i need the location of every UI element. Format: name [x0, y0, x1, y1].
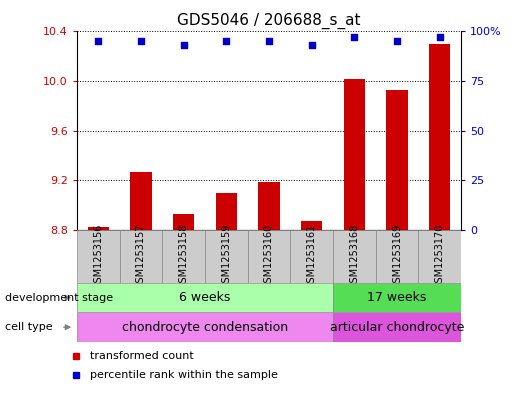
FancyBboxPatch shape — [418, 230, 461, 283]
Bar — [301, 221, 322, 230]
Text: GSM1253156: GSM1253156 — [93, 224, 103, 289]
Text: GSM1253158: GSM1253158 — [179, 224, 189, 289]
Text: chondrocyte condensation: chondrocyte condensation — [122, 321, 288, 334]
Point — [393, 38, 401, 44]
Text: GSM1253157: GSM1253157 — [136, 224, 146, 289]
FancyBboxPatch shape — [77, 230, 120, 283]
Point — [350, 34, 359, 40]
Point — [179, 42, 188, 48]
Text: GSM1253161: GSM1253161 — [307, 224, 316, 289]
FancyBboxPatch shape — [376, 230, 418, 283]
Bar — [258, 182, 280, 230]
Bar — [87, 228, 109, 230]
Text: GSM1253168: GSM1253168 — [349, 224, 359, 289]
Point — [436, 34, 444, 40]
FancyBboxPatch shape — [162, 230, 205, 283]
FancyBboxPatch shape — [333, 230, 376, 283]
Text: development stage: development stage — [5, 293, 113, 303]
Bar — [216, 193, 237, 230]
FancyBboxPatch shape — [248, 230, 290, 283]
Point — [137, 38, 145, 44]
Bar — [130, 172, 152, 230]
Text: 17 weeks: 17 weeks — [367, 291, 427, 304]
FancyBboxPatch shape — [120, 230, 162, 283]
Text: GSM1253170: GSM1253170 — [435, 224, 445, 289]
FancyBboxPatch shape — [290, 230, 333, 283]
Text: GSM1253159: GSM1253159 — [222, 224, 231, 289]
Text: 6 weeks: 6 weeks — [179, 291, 231, 304]
Point — [307, 42, 316, 48]
FancyBboxPatch shape — [333, 283, 461, 312]
FancyBboxPatch shape — [77, 312, 333, 342]
Point — [94, 38, 102, 44]
Text: GSM1253160: GSM1253160 — [264, 224, 274, 289]
Bar — [429, 44, 450, 230]
Point — [222, 38, 231, 44]
Bar — [173, 214, 195, 230]
Point — [265, 38, 273, 44]
Title: GDS5046 / 206688_s_at: GDS5046 / 206688_s_at — [177, 13, 361, 29]
Text: cell type: cell type — [5, 322, 53, 332]
Text: percentile rank within the sample: percentile rank within the sample — [90, 370, 278, 380]
Text: articular chondrocyte: articular chondrocyte — [330, 321, 464, 334]
Text: transformed count: transformed count — [90, 351, 193, 361]
FancyBboxPatch shape — [205, 230, 248, 283]
FancyBboxPatch shape — [333, 312, 461, 342]
FancyBboxPatch shape — [77, 283, 333, 312]
Text: GSM1253169: GSM1253169 — [392, 224, 402, 289]
Bar — [386, 90, 408, 230]
Bar — [343, 79, 365, 230]
